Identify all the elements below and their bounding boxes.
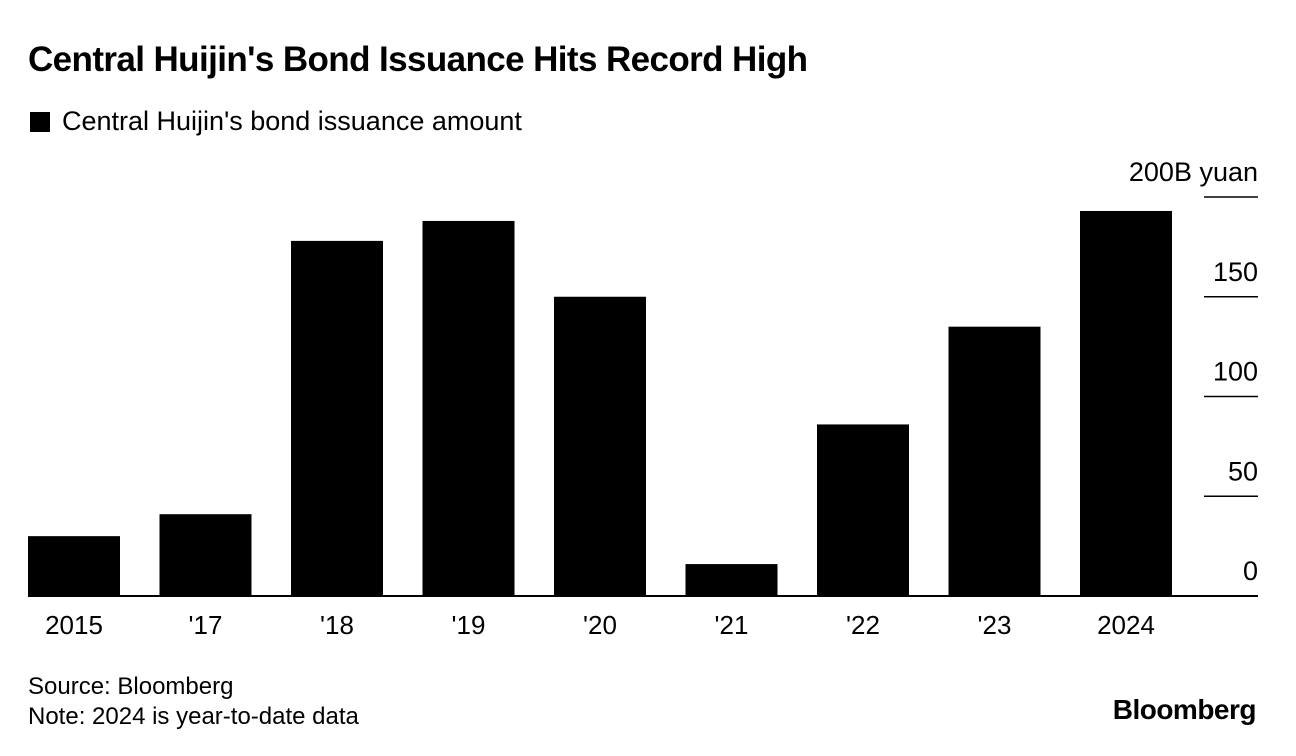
y-tick-label: 0 <box>1243 556 1258 586</box>
x-tick-label: '20 <box>583 610 617 640</box>
legend-swatch <box>30 111 50 132</box>
x-tick-label: 2015 <box>45 610 103 640</box>
legend-label: Central Huijin's bond issuance amount <box>62 106 522 136</box>
footnotes: Source: Bloomberg Note: 2024 is year-to-… <box>28 672 359 732</box>
x-tick-label: '18 <box>320 610 354 640</box>
x-tick-label: '23 <box>978 610 1012 640</box>
x-tick-label: '19 <box>452 610 486 640</box>
source-text: Source: Bloomberg <box>28 673 234 700</box>
bar-2015 <box>28 536 120 596</box>
bar-21 <box>685 564 778 596</box>
x-tick-label: '22 <box>846 610 880 640</box>
bar-18 <box>291 240 383 596</box>
bar-22 <box>817 424 909 596</box>
bar-20 <box>554 296 646 596</box>
x-tick-label: '21 <box>715 610 749 640</box>
y-tick-label: 200B yuan <box>1129 157 1258 187</box>
bar-23 <box>948 326 1041 596</box>
y-tick-label: 150 <box>1213 257 1258 287</box>
chart-title: Central Huijin's Bond Issuance Hits Reco… <box>28 40 808 79</box>
bar-chart: 0 50 100 150 200B yuan 2015 '17 '18 '19 '20 '21 '22… <box>28 157 1258 640</box>
legend: Central Huijin's bond issuance amount <box>30 106 522 137</box>
bar-17 <box>159 514 252 596</box>
bar-2024 <box>1080 210 1172 596</box>
bloomberg-logo: Bloomberg <box>1112 694 1257 725</box>
bar-19 <box>422 220 515 596</box>
x-tick-label: '17 <box>189 610 223 640</box>
y-tick-label: 50 <box>1228 456 1258 486</box>
note-text: Note: 2024 is year-to-date data <box>28 703 359 730</box>
x-tick-label: 2024 <box>1097 610 1155 640</box>
y-tick-label: 100 <box>1213 357 1258 387</box>
